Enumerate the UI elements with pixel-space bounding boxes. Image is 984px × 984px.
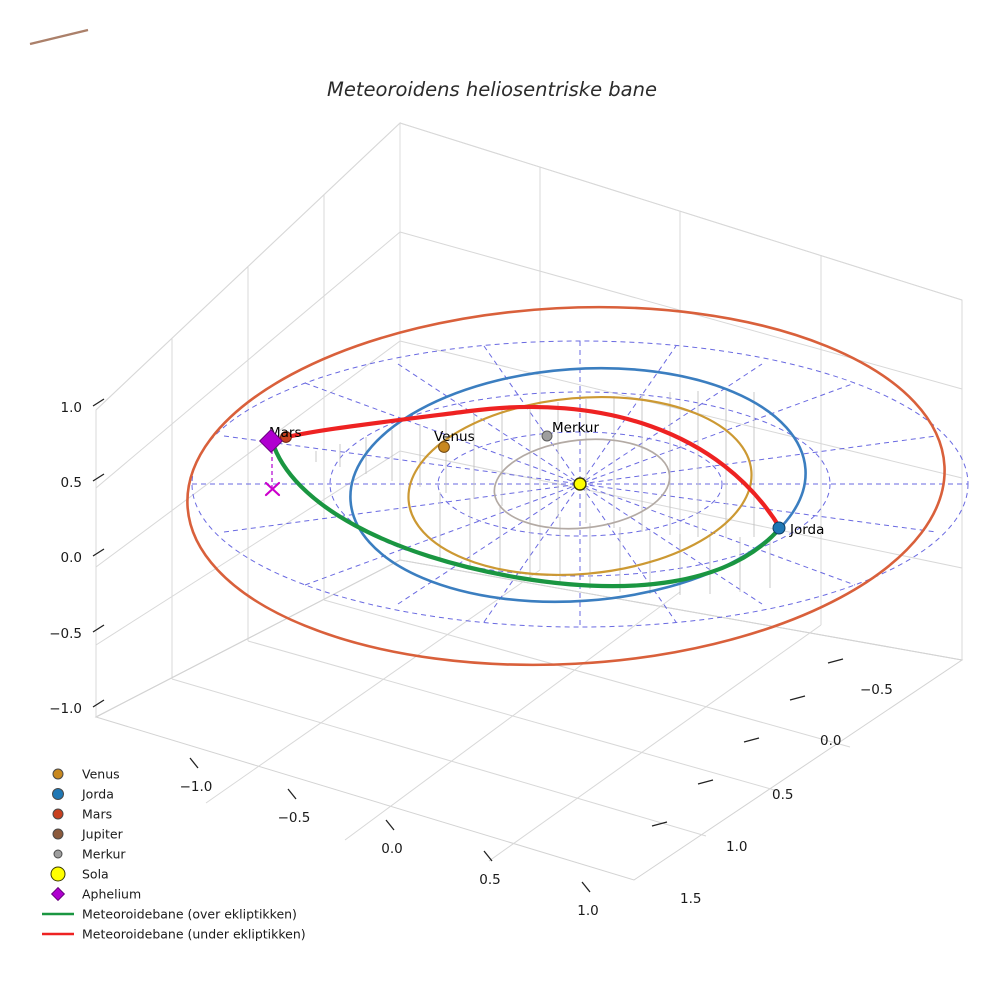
legend-label-aphelium: Aphelium xyxy=(82,887,141,902)
z-tick-label-4: −1.0 xyxy=(49,701,82,717)
marker-mars[interactable] xyxy=(280,431,292,443)
x-tick-label-4: 1.0 xyxy=(577,903,598,919)
legend-label-jorda: Jorda xyxy=(81,787,114,802)
meteoroid-orbit-over-ecliptic xyxy=(269,438,783,589)
plot-legend: Venus Jorda Mars Jupiter Merkur Sola Aphelium M… xyxy=(42,767,306,942)
z-tick-label-0: 1.0 xyxy=(61,400,82,416)
z-tick-label-1: 0.5 xyxy=(61,475,82,491)
planet-orbits xyxy=(186,305,946,667)
x-tick-label-1: −0.5 xyxy=(278,810,311,826)
label-jorda: Jorda xyxy=(789,522,824,538)
marker-jorda[interactable] xyxy=(772,521,786,535)
y-tick-label-0: −0.5 xyxy=(860,682,893,698)
legend-label-jupiter: Jupiter xyxy=(81,827,124,842)
x-axis-ticks xyxy=(189,757,591,893)
legend-label-merkur: Merkur xyxy=(82,847,126,862)
orbit-drop-lines xyxy=(315,391,771,595)
orbit-venus xyxy=(407,395,753,577)
perihelion-x-marker xyxy=(264,481,281,497)
meteoroid-orbit-under-ecliptic xyxy=(269,404,783,531)
legend-label-meteoroidebane-over-ekliptikken: Meteoroidebane (over ekliptikken) xyxy=(82,907,297,922)
label-venus: Venus xyxy=(434,429,475,445)
z-axis-ticks xyxy=(92,398,105,708)
jupiter-orbit-fragment xyxy=(29,28,89,46)
axes-pane-grid xyxy=(94,121,964,881)
x-tick-label-2: 0.0 xyxy=(381,841,402,857)
legend-marker-aphelium[interactable] xyxy=(50,886,66,902)
legend-label-sola: Sola xyxy=(82,867,109,882)
orbit-mars xyxy=(186,305,946,667)
legend-label-meteoroidebane-under-ekliptikken: Meteoroidebane (under ekliptikken) xyxy=(82,927,306,942)
page-title: Meteoroidens heliosentriske bane xyxy=(327,78,657,101)
legend-marker-venus[interactable] xyxy=(52,768,64,780)
legend-label-mars: Mars xyxy=(82,807,112,822)
z-tick-label-2: 0.0 xyxy=(61,550,82,566)
orbit-merkur xyxy=(493,438,671,530)
legend-marker-jorda[interactable] xyxy=(52,788,64,800)
legend-label-venus: Venus xyxy=(82,767,120,782)
x-tick-label-3: 0.5 xyxy=(479,872,500,888)
marker-venus[interactable] xyxy=(438,441,450,453)
marker-sola[interactable] xyxy=(573,477,587,491)
label-merkur: Merkur xyxy=(552,420,599,436)
y-tick-label-4: 1.5 xyxy=(680,891,701,907)
y-tick-label-1: 0.0 xyxy=(820,733,841,749)
legend-marker-jupiter[interactable] xyxy=(52,828,64,840)
orbit-jorda xyxy=(349,366,807,604)
legend-marker-merkur[interactable] xyxy=(53,849,63,859)
marker-aphelium[interactable] xyxy=(258,428,284,454)
x-tick-label-0: −1.0 xyxy=(180,779,213,795)
legend-marker-mars[interactable] xyxy=(52,808,64,820)
marker-merkur[interactable] xyxy=(541,430,553,442)
y-axis-ticks xyxy=(651,658,844,827)
y-tick-label-2: 0.5 xyxy=(772,787,793,803)
z-tick-label-3: −0.5 xyxy=(49,626,82,642)
legend-marker-sola[interactable] xyxy=(50,866,66,882)
y-tick-label-3: 1.0 xyxy=(726,839,747,855)
